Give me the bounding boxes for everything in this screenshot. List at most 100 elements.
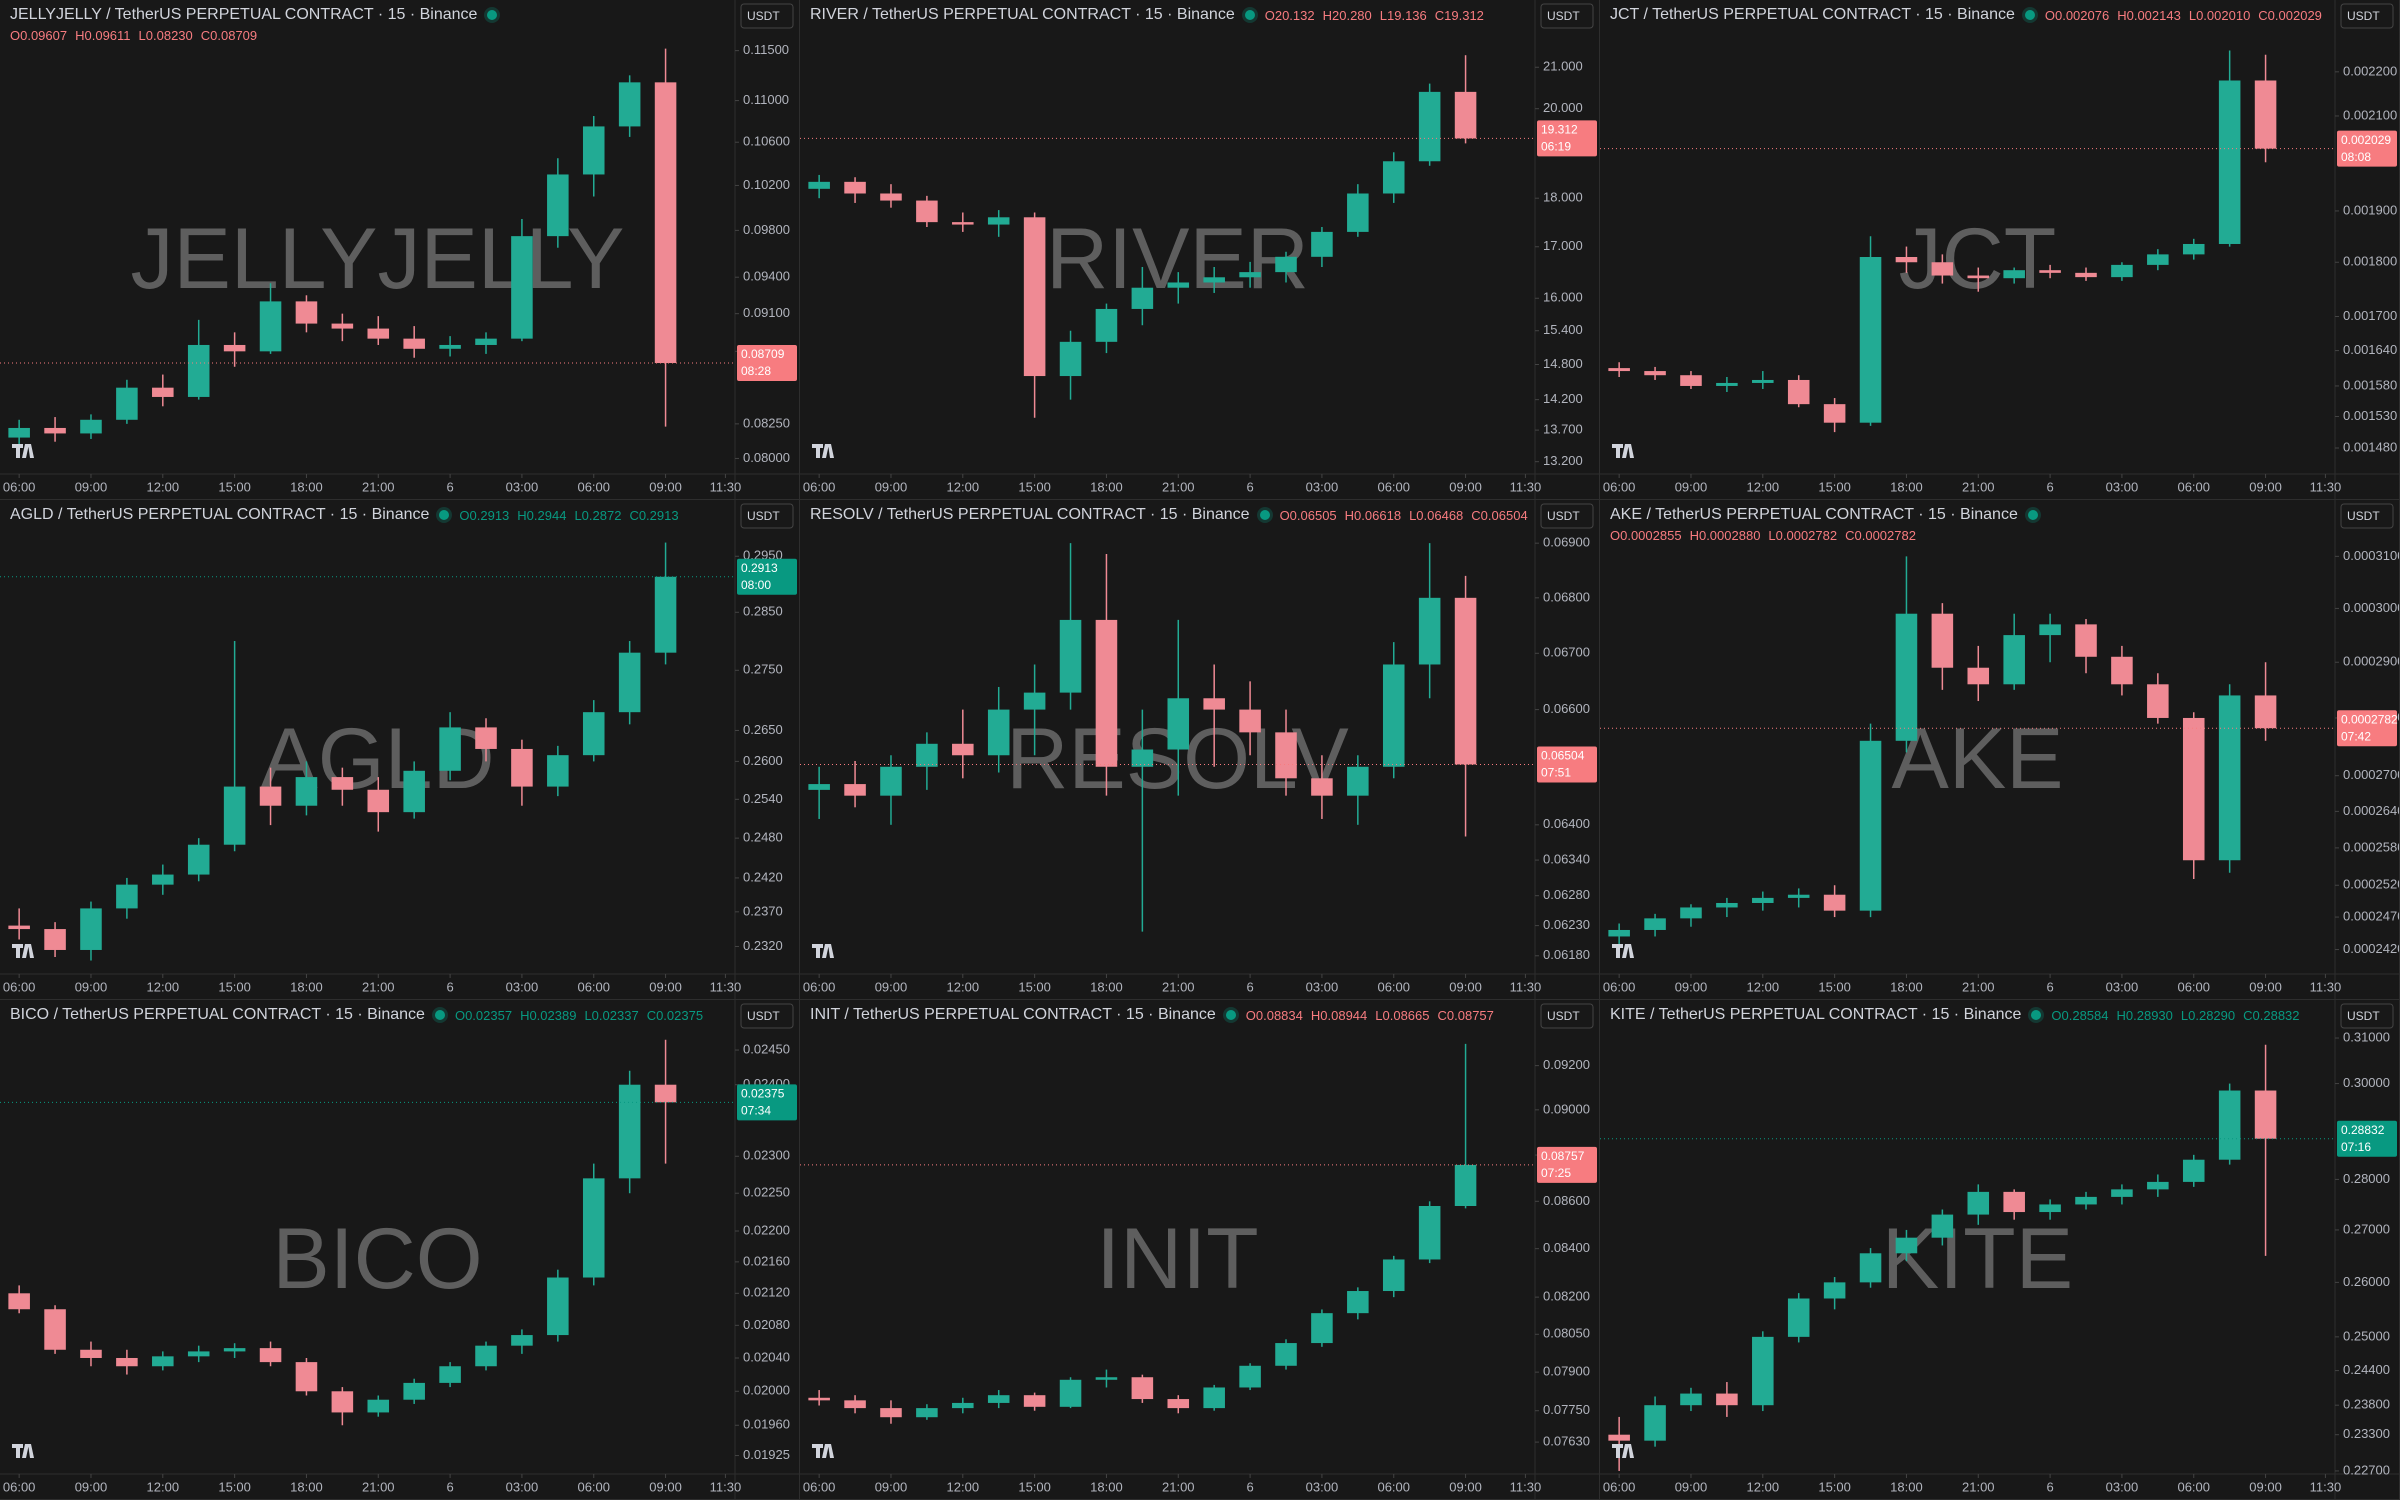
candle-body <box>1167 1399 1190 1409</box>
x-tick-label: 09:00 <box>875 479 908 494</box>
y-tick-label: 0.002100 <box>2343 107 2397 122</box>
y-tick-label: 13.200 <box>1543 453 1583 468</box>
candle-body <box>1859 740 1882 911</box>
candle-body <box>2075 272 2097 278</box>
chart-header: JCT / TetherUS PERPETUAL CONTRACT · 15 ·… <box>1610 6 2330 24</box>
chart-panel: AKE0.00031000.00030000.00029000.00028000… <box>1600 500 2400 1000</box>
ohlc-value: L0.06468 <box>1409 507 1464 523</box>
candle-body <box>880 766 902 796</box>
y-tick-label: 0.11500 <box>743 42 789 57</box>
x-tick-label: 21:00 <box>1162 1479 1195 1494</box>
candle-body <box>1275 256 1297 273</box>
candle-body <box>808 1397 830 1401</box>
price-tag-value: 19.312 <box>1541 123 1578 137</box>
x-tick-label: 03:00 <box>1306 1479 1339 1494</box>
chart: JELLYJELLY 0.11500 0.11000 0.10600 0.10200 0.… <box>0 0 799 499</box>
candle-body <box>116 387 138 420</box>
candle-body <box>2147 684 2169 718</box>
currency-box <box>1540 1003 1594 1029</box>
ohlc-value: O0.2913 <box>459 507 510 523</box>
ohlc-value: C0.06504 <box>1471 507 1528 523</box>
ohlc-value: O0.0002855 <box>1610 528 1682 543</box>
chart: AKE0.00031000.00030000.00029000.00028000… <box>1600 500 2400 999</box>
candle-body <box>1167 282 1190 288</box>
candle-body <box>44 427 66 434</box>
x-tick-label: 21:00 <box>1962 1479 1995 1494</box>
ohlc-value: C0.2913 <box>629 507 679 523</box>
y-tick-label: 0.02000 <box>743 1383 790 1398</box>
ohlc-value: C19.312 <box>1434 7 1484 23</box>
ohlc-legend: O0.06505 H0.06618 L0.06468 C0.06504 <box>1280 508 1528 523</box>
ohlc-value: L0.02337 <box>584 1007 639 1023</box>
price-tag <box>2337 710 2397 747</box>
candle-body <box>8 427 30 438</box>
chart-panel: JELLYJELLY 0.11500 0.11000 0.10600 0.10200 0.… <box>0 0 800 500</box>
ohlc-value: C0.0002782 <box>1845 528 1916 543</box>
candle-body <box>880 1408 902 1418</box>
x-tick-label: 12:00 <box>147 479 180 494</box>
candle-body <box>187 844 210 875</box>
y-tick-label: 0.07900 <box>1543 1364 1590 1379</box>
price-tag <box>2337 1120 2397 1157</box>
candle-body <box>1275 732 1297 779</box>
y-tick-label: 0.23800 <box>2343 1397 2390 1412</box>
candle-body <box>2111 1189 2133 1197</box>
x-tick-label: 21:00 <box>1162 479 1195 494</box>
tv-logo <box>812 444 834 458</box>
y-tick-label: 0.2370 <box>743 903 783 918</box>
x-tick-label: 21:00 <box>1962 479 1995 494</box>
price-tag <box>2337 130 2397 167</box>
currency-box <box>740 1003 794 1029</box>
candle-body <box>2254 80 2277 149</box>
candle-body <box>1752 897 1774 903</box>
chart-panel: AGLD 0.2950 0.2850 0.2750 0.2650 0.2600 0.2540… <box>0 500 800 1000</box>
candle-body <box>1608 929 1630 937</box>
price-tag <box>737 1084 797 1121</box>
ohlc-legend: O0.002076 H0.002143 L0.002010 C0.002029 <box>2045 8 2322 23</box>
candle-body <box>2039 270 2061 273</box>
chart: AGLD0.29500.28500.27500.26500.26000.2540… <box>0 500 799 999</box>
x-tick-label: 06:00 <box>2177 979 2210 994</box>
currency-label: USDT <box>2347 9 2380 23</box>
chart-header: RESOLV / TetherUS PERPETUAL CONTRACT · 1… <box>810 506 1530 524</box>
y-tick-label: 0.09100 <box>743 305 790 320</box>
candle-body <box>1311 778 1333 796</box>
ohlc-value: L0.08665 <box>1375 1007 1430 1023</box>
candle-body <box>331 323 354 329</box>
y-tick-label: 0.02120 <box>743 1285 790 1300</box>
candle-body <box>331 777 354 790</box>
tv-logo-shape <box>12 1444 34 1458</box>
candle-body <box>1931 1214 1954 1238</box>
x-tick-label: 21:00 <box>1162 979 1195 994</box>
price-tag-countdown: 08:08 <box>2341 150 2371 164</box>
y-tick-label: 0.0002580 <box>2343 839 2400 854</box>
candle-body <box>1347 193 1369 232</box>
symbol-watermark: KITE <box>1882 1211 2073 1307</box>
y-tick-label: 0.08000 <box>743 450 790 465</box>
candle-body <box>1823 894 1846 911</box>
status-dot <box>2031 1010 2042 1020</box>
candle-body <box>1311 231 1333 257</box>
y-tick-label: 0.2320 <box>743 938 783 953</box>
candle-body <box>844 784 866 796</box>
currency-label: USDT <box>2347 509 2380 523</box>
candle-body <box>1059 341 1082 377</box>
candle-body <box>475 727 497 749</box>
candle-body <box>1967 275 1990 279</box>
candle-body <box>1382 161 1405 194</box>
candle-body <box>1680 1393 1702 1406</box>
ohlc-value: L0.28290 <box>2180 1007 2236 1023</box>
chart: JCT 0.002200 0.002100 0.001900 0.001800 0.001… <box>1600 0 2399 499</box>
currency-box <box>740 503 794 529</box>
x-tick-label: 15:00 <box>1018 979 1051 994</box>
ohlc-value: O0.08834 <box>1245 1007 1303 1023</box>
y-tick-label: 0.02450 <box>743 1041 790 1056</box>
candle-body <box>331 1391 354 1413</box>
symbol-watermark: RIVER <box>1046 211 1309 307</box>
price-tag-countdown: 07:25 <box>1541 1166 1571 1180</box>
candle-body <box>1752 1336 1774 1406</box>
candle-body <box>1131 749 1154 767</box>
x-tick-label: 09:00 <box>649 479 682 494</box>
y-tick-label: 0.0002520 <box>2343 877 2400 892</box>
